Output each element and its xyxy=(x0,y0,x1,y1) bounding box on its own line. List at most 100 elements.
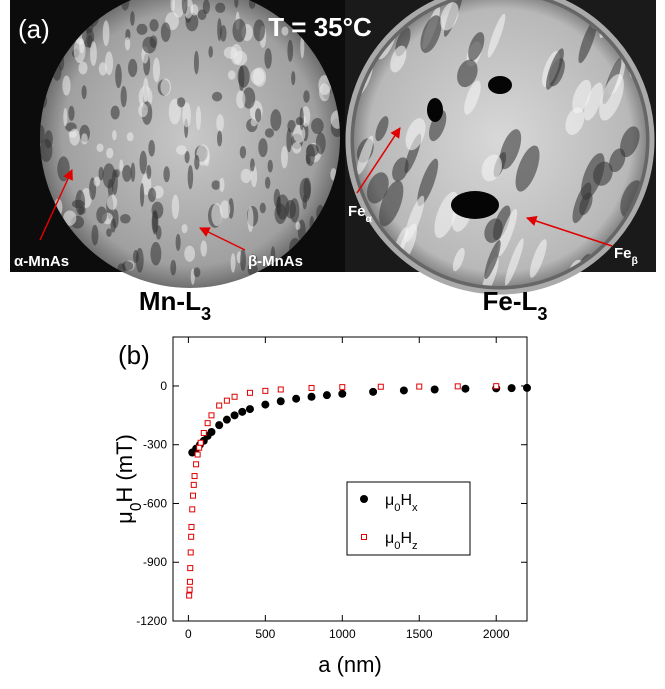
texture xyxy=(468,32,485,61)
texture xyxy=(69,128,80,146)
texture xyxy=(98,62,107,76)
texture xyxy=(429,110,447,142)
plot-frame xyxy=(172,336,528,622)
texture xyxy=(232,18,247,43)
point xyxy=(187,549,194,556)
texture xyxy=(63,107,68,127)
arrow-label: β-MnAs xyxy=(248,253,303,270)
point xyxy=(277,386,284,393)
texture xyxy=(90,41,97,66)
texture xyxy=(112,130,117,141)
texture xyxy=(81,27,95,48)
texture xyxy=(171,194,180,220)
texture xyxy=(40,125,45,144)
texture xyxy=(219,177,225,192)
texture xyxy=(599,74,624,121)
texture xyxy=(170,0,175,12)
text-part: H xyxy=(400,530,412,547)
texture xyxy=(111,169,118,195)
point xyxy=(187,565,194,572)
texture xyxy=(250,158,255,172)
texture xyxy=(181,223,188,234)
x-tick-label: 500 xyxy=(255,627,275,641)
texture xyxy=(216,130,223,147)
x-tick-label: 2000 xyxy=(483,627,510,641)
texture xyxy=(142,36,157,54)
point xyxy=(493,383,500,390)
texture xyxy=(139,183,145,207)
text-part: Fe xyxy=(614,245,632,262)
texture xyxy=(117,263,126,275)
image-caption: Fe-L3 xyxy=(482,286,547,324)
texture xyxy=(515,145,540,192)
texture xyxy=(78,206,86,215)
subscript: z xyxy=(412,540,418,552)
legend-label: μ0Hx xyxy=(385,492,418,514)
texture xyxy=(375,116,389,142)
point xyxy=(188,533,195,540)
texture xyxy=(176,145,187,155)
texture xyxy=(172,0,185,18)
texture xyxy=(230,253,236,273)
texture xyxy=(124,37,131,51)
point xyxy=(307,392,316,401)
texture xyxy=(96,206,107,224)
texture xyxy=(292,141,302,154)
point xyxy=(189,506,196,513)
texture xyxy=(215,2,226,14)
panel-label: (b) xyxy=(118,340,150,370)
y-tick-label: -600 xyxy=(143,496,167,510)
arrow xyxy=(39,169,73,241)
texture xyxy=(125,29,131,41)
texture xyxy=(366,172,389,204)
dark-domain xyxy=(451,191,499,219)
texture xyxy=(300,35,305,59)
legend-marker xyxy=(361,534,367,540)
point xyxy=(222,415,231,424)
texture xyxy=(420,15,442,53)
point xyxy=(369,387,378,396)
x-tick-label: 1500 xyxy=(406,627,433,641)
arrow xyxy=(199,227,246,251)
text-part: H (mT) xyxy=(112,434,137,502)
texture xyxy=(148,139,156,157)
texture xyxy=(151,210,159,235)
point xyxy=(322,391,331,400)
texture xyxy=(417,158,439,207)
texture xyxy=(193,50,199,75)
y-tick-label: 0 xyxy=(160,379,167,393)
texture xyxy=(620,126,640,158)
texture xyxy=(295,221,301,231)
texture xyxy=(452,247,465,272)
point xyxy=(399,386,408,395)
point xyxy=(262,387,269,394)
texture xyxy=(572,79,592,114)
point xyxy=(261,400,270,409)
legend-marker xyxy=(360,495,368,503)
texture xyxy=(247,206,254,233)
point xyxy=(308,384,315,391)
subscript: 3 xyxy=(537,304,547,324)
texture xyxy=(160,22,171,42)
texture xyxy=(259,202,266,214)
point xyxy=(377,383,384,390)
dark-domain xyxy=(427,98,443,122)
text-part: a (nm) xyxy=(318,652,382,677)
subscript: β xyxy=(632,255,639,267)
texture xyxy=(81,133,88,145)
point xyxy=(186,586,193,593)
texture xyxy=(79,37,85,54)
texture xyxy=(234,0,239,8)
texture xyxy=(319,83,331,102)
texture xyxy=(276,196,281,216)
text-part: μ xyxy=(112,511,137,524)
texture xyxy=(303,90,310,103)
texture xyxy=(208,46,214,58)
subscript: 0 xyxy=(394,502,400,514)
texture xyxy=(63,210,77,226)
texture xyxy=(119,159,124,172)
texture xyxy=(122,165,132,182)
texture xyxy=(217,18,222,41)
panel-label: (a) xyxy=(18,14,50,44)
image-caption: Mn-L3 xyxy=(139,286,211,324)
